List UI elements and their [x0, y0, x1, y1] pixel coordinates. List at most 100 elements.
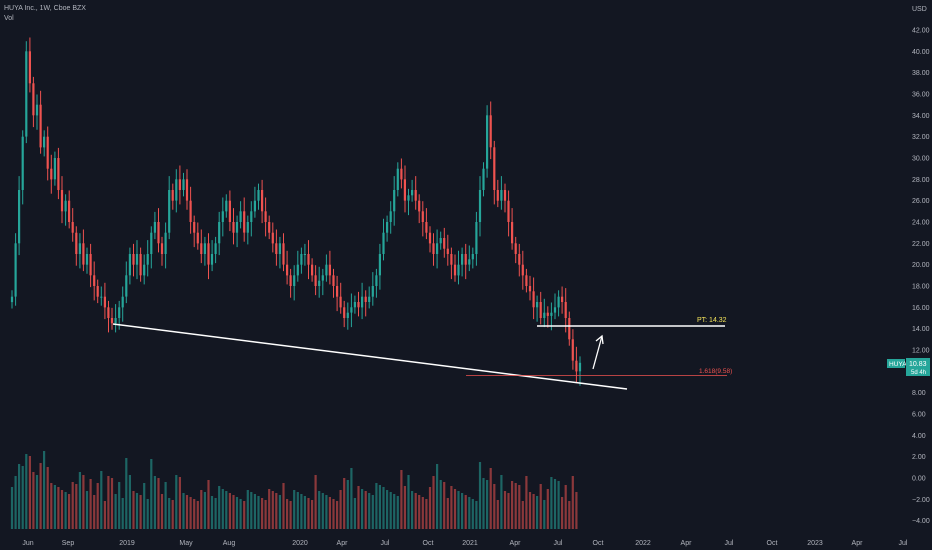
volume-bar: [557, 481, 560, 529]
time-tick: Apr: [852, 540, 864, 547]
candle-body: [550, 312, 553, 316]
candle-body: [293, 275, 296, 286]
volume-bar: [418, 495, 421, 529]
price-tick: 4.00: [912, 433, 926, 440]
volume-bar: [153, 476, 156, 529]
volume-bar: [311, 500, 314, 529]
candle-body: [261, 190, 264, 212]
candle-body: [243, 211, 246, 233]
volume-bar: [496, 500, 499, 529]
volume-bar: [185, 495, 189, 529]
volume-bar: [436, 464, 439, 529]
candle-body: [32, 83, 35, 116]
volume-bar: [382, 487, 385, 529]
volume-bar: [10, 487, 14, 529]
volume-bar: [346, 480, 349, 529]
volume-bar: [293, 490, 296, 529]
volume-bar: [64, 492, 67, 529]
time-tick: 2023: [807, 540, 823, 547]
candle-body: [461, 254, 464, 265]
volume-bar: [189, 497, 192, 529]
volume-bar: [85, 491, 89, 529]
candle-body: [50, 168, 53, 180]
candle-body: [332, 275, 335, 286]
price-tick: 8.00: [912, 390, 926, 397]
volume-bar: [507, 493, 510, 529]
volume-bar: [268, 489, 271, 529]
volume-bar: [218, 486, 221, 529]
volume-bar: [553, 479, 557, 529]
candle-body: [396, 168, 399, 190]
volume-bar: [421, 497, 424, 529]
candle-body: [203, 243, 206, 254]
volume-bar: [396, 496, 399, 529]
candle-body: [436, 243, 439, 254]
candle-body: [528, 286, 532, 292]
volume-bar: [386, 490, 389, 529]
candle-body: [389, 211, 392, 222]
volume-bar: [439, 480, 442, 529]
volume-bar: [203, 492, 206, 529]
price-tick: 0.00: [912, 476, 926, 483]
volume-bar: [357, 486, 360, 529]
candle-body: [93, 275, 96, 286]
volume-bar: [225, 491, 228, 529]
volume-bar: [53, 485, 56, 529]
volume-bar: [514, 483, 517, 529]
candle-body: [153, 222, 156, 233]
volume-bar: [150, 459, 153, 529]
price-tick: −2.00: [912, 497, 930, 504]
price-tick: 6.00: [912, 412, 926, 419]
volume-bar: [332, 499, 335, 529]
candle-body: [139, 254, 142, 276]
candle-body: [235, 222, 239, 233]
volume-bar: [193, 499, 196, 529]
candle-body: [339, 296, 342, 308]
volume-bar: [114, 494, 117, 529]
volume-bar: [400, 470, 403, 529]
time-axis[interactable]: Jun Sep 2019 May Aug 2020 Apr Jul Oct 2021 Apr Jul O…: [22, 540, 908, 547]
candle-body: [178, 179, 181, 190]
time-tick: Apr: [337, 540, 349, 547]
volume-bar: [575, 492, 578, 529]
candle-body: [561, 296, 564, 302]
volume-bar: [568, 501, 571, 529]
time-tick: Jun: [22, 540, 33, 547]
trendline[interactable]: [112, 323, 628, 390]
candle-body: [107, 307, 110, 318]
time-tick: Sep: [62, 540, 75, 547]
candle-body: [121, 296, 124, 308]
volume-bar: [175, 475, 178, 529]
volume-bar: [561, 497, 564, 529]
volume-bar: [43, 451, 46, 529]
price-tick: 40.00: [912, 49, 930, 56]
volume-bar: [196, 501, 199, 529]
volume-bar: [564, 485, 567, 529]
volume-bar: [364, 491, 367, 529]
volume-bar: [178, 477, 181, 529]
volume-bar: [482, 478, 485, 529]
volume-bar: [475, 501, 478, 529]
candle-body: [578, 362, 582, 372]
time-tick: Oct: [767, 540, 778, 547]
volume-bar: [261, 498, 264, 529]
volume-bar: [78, 472, 81, 529]
volume-bar: [464, 495, 467, 529]
volume-bar: [89, 479, 92, 529]
volume-bar: [403, 486, 406, 529]
candle-body: [511, 222, 514, 244]
candle-body: [100, 296, 103, 298]
candle-body: [253, 200, 256, 212]
candle-body: [239, 211, 242, 222]
volume-bar: [103, 501, 106, 529]
volume-bar: [75, 484, 78, 529]
volume-bar: [336, 501, 339, 529]
volume-bar: [82, 475, 85, 529]
volume-bar: [239, 499, 242, 529]
candle-body: [114, 318, 117, 324]
price-axis[interactable]: USD 42.00 40.00 38.00 36.00 34.00 32.00 30.00 2…: [912, 6, 930, 525]
volume-bar: [143, 483, 146, 529]
volume-bar: [528, 492, 532, 529]
volume-bar: [146, 499, 149, 529]
